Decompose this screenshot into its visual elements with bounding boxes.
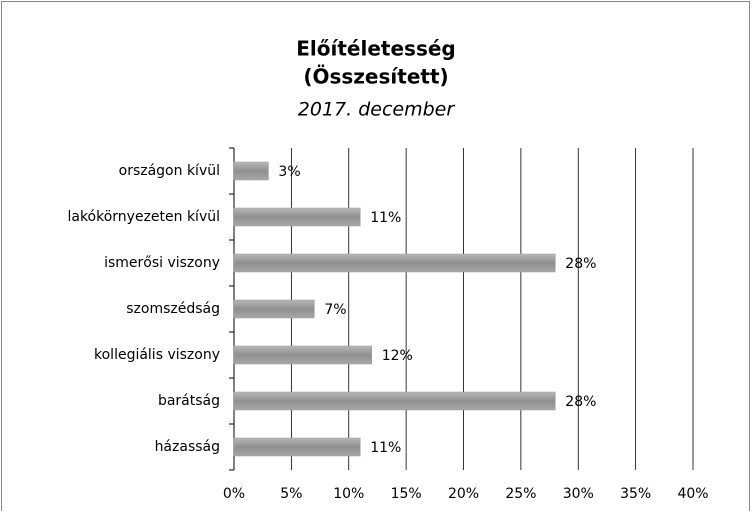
chart-title-line2: (Összesített) bbox=[303, 65, 448, 89]
x-tick-label: 25% bbox=[505, 486, 536, 502]
y-tick-label: lakókörnyezeten kívül bbox=[67, 209, 220, 225]
chart-subtitle: 2017. december bbox=[298, 99, 456, 121]
data-label: 7% bbox=[324, 302, 346, 318]
x-tick-label: 40% bbox=[677, 486, 708, 502]
data-label: 11% bbox=[370, 210, 401, 226]
y-tick-label: barátság bbox=[158, 393, 220, 409]
x-tick-label: 15% bbox=[391, 486, 422, 502]
y-tick-label: kollegiális viszony bbox=[94, 347, 220, 363]
x-tick-label: 20% bbox=[448, 486, 479, 502]
x-tick-label: 35% bbox=[620, 486, 651, 502]
chart-title: Előítéletesség bbox=[296, 37, 455, 61]
bar bbox=[233, 253, 556, 273]
data-label: 28% bbox=[565, 256, 596, 272]
data-label: 12% bbox=[382, 348, 413, 364]
data-label: 28% bbox=[565, 394, 596, 410]
y-tick-label: szomszédság bbox=[126, 301, 220, 317]
x-tick-label: 30% bbox=[563, 486, 594, 502]
x-tick-label: 10% bbox=[333, 486, 364, 502]
x-tick-label: 0% bbox=[223, 486, 245, 502]
bar bbox=[233, 207, 361, 227]
data-label: 3% bbox=[278, 164, 300, 180]
bar bbox=[233, 299, 315, 319]
bar bbox=[233, 437, 361, 457]
bar bbox=[233, 345, 372, 365]
y-tick-label: házasság bbox=[155, 439, 220, 455]
y-tick-label: országon kívül bbox=[119, 163, 220, 179]
x-tick-label: 5% bbox=[280, 486, 302, 502]
y-tick-label: ismerősi viszony bbox=[104, 255, 220, 271]
data-label: 11% bbox=[370, 440, 401, 456]
bar bbox=[233, 161, 269, 181]
bar bbox=[233, 391, 556, 411]
